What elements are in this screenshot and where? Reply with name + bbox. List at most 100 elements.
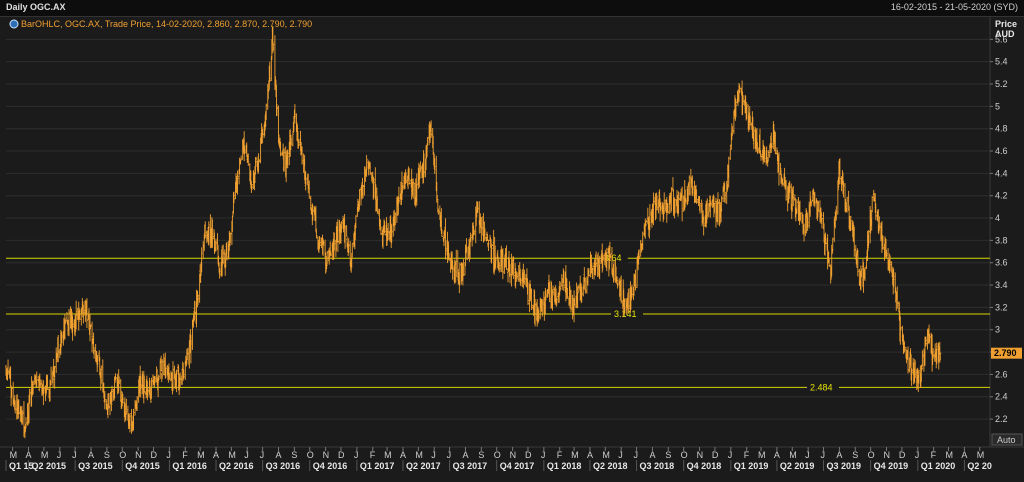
ohlc-bar-969 <box>699 203 702 214</box>
ohlc-bar-1089 <box>785 180 788 201</box>
ohlc-bar-1068 <box>770 132 773 153</box>
ohlc-bar-559 <box>405 172 408 184</box>
ohlc-bar-34 <box>28 388 31 404</box>
ohlc-bar-369 <box>268 61 271 83</box>
ohlc-bar-1179 <box>849 215 852 232</box>
ohlc-bar-569 <box>412 178 415 199</box>
ohlc-bar-448 <box>325 256 328 270</box>
ohlc-bar-294 <box>215 238 218 252</box>
ohlc-bar-929 <box>670 187 673 212</box>
ohlc-bar-984 <box>709 200 712 206</box>
ohlc-bar-814 <box>587 268 590 276</box>
ohlc-bar-804 <box>580 286 583 303</box>
ohlc-bar-819 <box>591 268 594 279</box>
ohlc-bar-209 <box>154 375 157 384</box>
ohlc-bar-519 <box>376 196 379 214</box>
ohlc-bar-1084 <box>781 178 784 185</box>
ohlc-bar-484 <box>351 242 354 258</box>
ohlc-bar-944 <box>681 186 684 222</box>
ohlc-bar-79 <box>60 332 63 344</box>
ohlc-bar-124 <box>93 347 96 359</box>
ohlc-bar-1039 <box>749 115 752 126</box>
ohlc-bar-313 <box>228 232 231 247</box>
ohlc-bar-626 <box>453 259 456 285</box>
ohlc-bar-849 <box>613 260 616 282</box>
ohlc-bar-949 <box>684 197 687 203</box>
ohlc-bar-959 <box>691 186 694 197</box>
ohlc-bar-1224 <box>881 235 884 250</box>
ohlc-bar-284 <box>207 221 210 246</box>
ohlc-bar-49 <box>39 379 42 388</box>
ohlc-bar-114 <box>85 298 88 329</box>
ohlc-bar-799 <box>577 284 580 294</box>
ohlc-bar-29 <box>24 417 27 429</box>
ohlc-bar-922 <box>665 197 668 223</box>
ohlc-bar-229 <box>168 372 171 380</box>
ohlc-bar-444 <box>322 240 325 246</box>
ohlc-bar-939 <box>677 191 680 214</box>
ohlc-bar-139 <box>103 390 106 410</box>
ohlc-bar-109 <box>82 304 85 324</box>
ohlc-bar-469 <box>340 221 343 233</box>
ohlc-bar-1024 <box>738 84 741 94</box>
ohlc-bar-1134 <box>817 200 820 212</box>
ohlc-bar-144 <box>107 393 110 409</box>
ohlc-bar-184 <box>136 396 139 411</box>
ohlc-bar-14 <box>14 400 17 414</box>
ohlc-bar-1169 <box>842 180 845 198</box>
ohlc-bar-84 <box>64 319 67 325</box>
grid-lines <box>6 38 990 420</box>
ohlc-bar-979 <box>706 198 709 219</box>
ohlc-bar-742 <box>536 306 539 324</box>
ohlc-bar-1034 <box>745 102 748 120</box>
ohlc-bar-1019 <box>734 99 737 118</box>
ohlc-bar-884 <box>638 249 641 260</box>
ohlc-bar-309 <box>225 241 228 261</box>
ohlc-bar-94 <box>71 315 74 341</box>
ohlc-bar-489 <box>354 215 357 229</box>
ohlc-bar-499 <box>362 185 365 199</box>
ohlc-bar-609 <box>440 229 443 238</box>
ohlc-bar-1234 <box>889 255 892 272</box>
ohlc-bar-1184 <box>853 226 856 257</box>
price-axis-area <box>990 17 1024 447</box>
ohlc-bar-1174 <box>846 196 849 213</box>
hline-label: 3.141 <box>614 309 637 319</box>
ohlc-bar-359 <box>261 128 264 144</box>
ohlc-bar-514 <box>372 178 375 198</box>
ohlc-bar-1069 <box>770 143 773 148</box>
ohlc-bar-254 <box>186 348 189 361</box>
ohlc-bar-914 <box>659 202 662 212</box>
ohlc-bar-149 <box>111 385 114 403</box>
ohlc-bar-989 <box>713 202 716 214</box>
ohlc-bar-119 <box>89 324 92 329</box>
ohlc-bar-654 <box>473 229 476 235</box>
ohlc-bar-596 <box>432 135 435 154</box>
ohlc-bar-679 <box>491 243 494 246</box>
ohlc-bar-794 <box>573 298 576 306</box>
ohlc-bar-829 <box>598 255 601 280</box>
ohlc-bar-199 <box>146 387 149 397</box>
ohlc-bar-1219 <box>878 216 881 230</box>
ohlc-bar-524 <box>379 226 382 235</box>
ohlc-bar-394 <box>286 149 289 169</box>
ohlc-bar-549 <box>397 186 400 204</box>
ohlc-bar-994 <box>717 192 720 225</box>
ohlc-bar-324 <box>236 170 239 195</box>
ohlc-bar-529 <box>383 220 386 233</box>
ohlc-bar-779 <box>562 270 565 291</box>
ohlc-bar-1214 <box>874 203 877 221</box>
ohlc-bar-414 <box>301 146 304 165</box>
ohlc-bar-629 <box>455 249 458 278</box>
ohlc-bar-624 <box>451 260 454 280</box>
ohlc-bar-159 <box>118 376 121 385</box>
ohlc-bar-1080 <box>779 163 782 175</box>
ohlc-bar-544 <box>394 212 397 226</box>
ohlc-bar-824 <box>595 251 598 267</box>
ohlc-bar-899 <box>648 204 651 231</box>
ohlc-bar-1171 <box>844 198 847 213</box>
ohlc-bar-644 <box>466 247 469 261</box>
ohlc-bar-319 <box>232 191 235 204</box>
ohlc-bar-54 <box>42 387 45 394</box>
